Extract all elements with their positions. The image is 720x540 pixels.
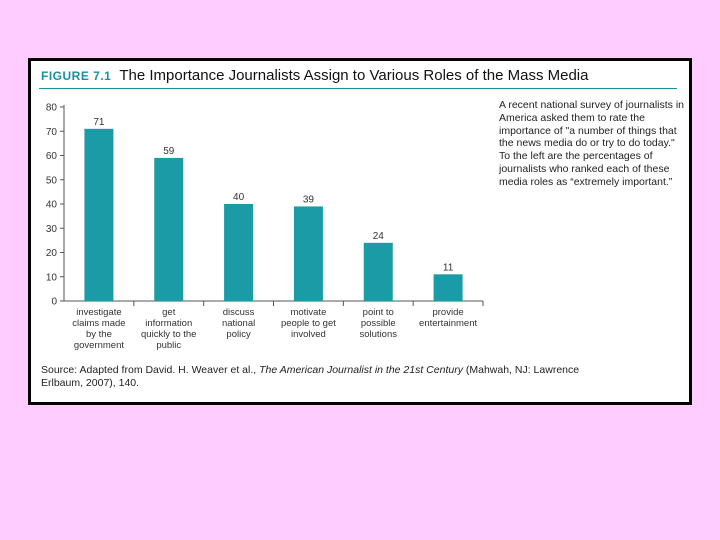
bar <box>433 274 463 301</box>
y-tick-label: 50 <box>46 175 58 186</box>
bar <box>154 157 184 301</box>
y-tick-label: 80 <box>46 103 58 114</box>
category-label-line: motivate <box>290 307 326 318</box>
y-tick-label: 60 <box>46 151 58 162</box>
figure-frame: FIGURE 7.1 The Importance Journalists Ass… <box>28 58 692 405</box>
y-tick-label: 20 <box>46 248 58 259</box>
category-label-line: people to get <box>281 318 336 329</box>
category-label-line: investigate <box>76 307 121 318</box>
category-label-line: entertainment <box>419 318 477 329</box>
y-tick-label: 0 <box>51 297 57 308</box>
figure-note: A recent national survey of journalists … <box>499 99 685 188</box>
category-label: get information quickly to the public <box>141 307 196 351</box>
category-label-line: information <box>145 318 192 329</box>
figure-source: Source: Adapted from David. H. Weaver et… <box>41 364 601 390</box>
bar-value-label: 24 <box>373 231 385 242</box>
category-label: investigate claims made by the government <box>72 307 125 351</box>
bar <box>84 128 114 301</box>
title-divider <box>39 88 677 89</box>
category-label-line: government <box>74 340 125 351</box>
figure-label: FIGURE 7.1 <box>41 69 112 83</box>
category-label-line: quickly to the <box>141 329 196 340</box>
category-label: provide entertainment <box>419 307 477 329</box>
y-tick-label: 40 <box>46 200 58 211</box>
source-prefix: Source: Adapted from David. H. Weaver et… <box>41 364 260 376</box>
y-tick-label: 10 <box>46 272 58 283</box>
bar-chart: 0 10 20 30 40 50 60 70 80 71 investigate claims mad… <box>46 103 484 351</box>
category-label-line: by the <box>86 329 112 340</box>
figure-title-text: The Importance Journalists Assign to Var… <box>119 67 589 84</box>
category-label-line: claims made <box>72 318 125 329</box>
category-label: point to possible solutions <box>360 307 398 340</box>
category-label-line: discuss <box>223 307 255 318</box>
category-label-line: solutions <box>360 329 398 340</box>
category-label-line: policy <box>226 329 251 340</box>
bar <box>363 242 393 301</box>
category-label-line: get <box>162 307 176 318</box>
category-label-line: provide <box>432 307 463 318</box>
category-label-line: national <box>222 318 255 329</box>
category-label-line: possible <box>361 318 396 329</box>
category-label-line: public <box>156 340 181 351</box>
bar-value-label: 40 <box>233 192 245 203</box>
source-suffix: (Mahwah, NJ: Lawrence Erlbaum, 2007), 14… <box>41 364 580 389</box>
category-label-line: involved <box>291 329 326 340</box>
bar-value-label: 59 <box>163 146 175 157</box>
bar <box>293 206 323 301</box>
source-title: The American Journalist in the 21st Cent… <box>259 364 463 376</box>
bar-value-label: 39 <box>303 194 315 205</box>
bar-value-label: 11 <box>443 262 454 273</box>
category-label: discuss national policy <box>222 307 255 340</box>
figure-title: FIGURE 7.1 The Importance Journalists Ass… <box>41 67 588 84</box>
y-tick-label: 70 <box>46 127 58 138</box>
category-label-line: point to <box>363 307 394 318</box>
bar-value-label: 71 <box>93 117 105 128</box>
bar <box>224 204 254 301</box>
y-tick-label: 30 <box>46 224 58 235</box>
category-label: motivate people to get involved <box>281 307 336 340</box>
